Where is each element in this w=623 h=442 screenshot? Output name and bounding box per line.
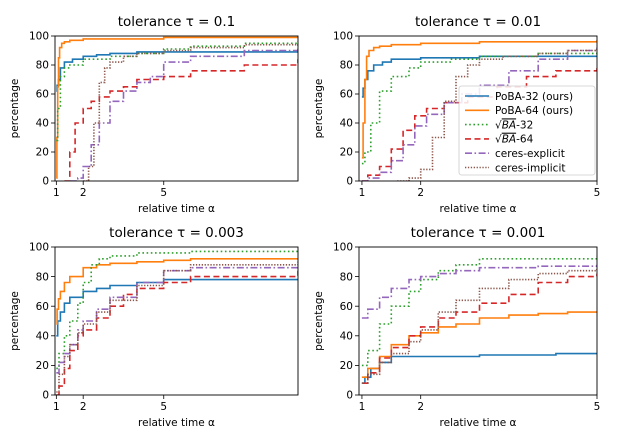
series-line-poba-32 <box>361 352 597 384</box>
series-line-sqrtba-64 <box>64 59 298 181</box>
y-tick-label: 100 <box>333 242 353 254</box>
x-axis-label: relative time α <box>440 417 517 429</box>
x-tick-label: 2 <box>80 401 87 413</box>
series-line-sqrtba-64 <box>56 270 298 395</box>
series-group <box>56 36 298 181</box>
series-line-sqrtba-32 <box>361 50 597 165</box>
series-line-poba-32 <box>56 278 298 337</box>
sqrt-symbol: √ <box>495 134 502 146</box>
plot-frame <box>358 35 598 182</box>
y-tick-label: 40 <box>36 331 49 343</box>
series-line-poba-64 <box>361 311 597 378</box>
y-tick-label: 100 <box>29 31 49 43</box>
x-tick-label: 1 <box>53 401 60 413</box>
chart-title: tolerance τ = 0.01 <box>415 14 541 30</box>
legend-label-ceres-explicit: ceres-explicit <box>495 148 565 160</box>
x-tick-label: 2 <box>417 187 424 199</box>
y-tick-label: 40 <box>340 118 353 130</box>
y-axis-label: percentage <box>313 79 325 139</box>
chart-title: tolerance τ = 0.001 <box>411 225 546 241</box>
series-line-sqrtba-64 <box>361 67 597 181</box>
x-tick-label: 1 <box>359 401 366 413</box>
y-tick-label: 40 <box>340 331 353 343</box>
panel-tolerance-0.1: 0 20 40 60 80 100 1 2 5 tolerance τ = 0.1 relative… <box>9 14 299 215</box>
panel-tolerance-0.003: 0 20 40 60 80 100 1 2 5 tolerance τ = 0.003 relati… <box>9 225 299 429</box>
series-line-sqrtba-32 <box>56 41 298 142</box>
x-tick-label: 2 <box>80 187 87 199</box>
legend-label-poba-64: PoBA-64 (ours) <box>495 105 573 117</box>
sqrt-radicand: BA <box>502 134 516 146</box>
series-line-ceres-implicit <box>83 41 298 181</box>
y-tick-label: 20 <box>36 147 49 159</box>
x-axis-label: relative time α <box>138 203 215 215</box>
y-tick-label: 80 <box>340 60 353 72</box>
series-group <box>361 40 597 181</box>
y-tick-label: 80 <box>36 271 49 283</box>
y-tick-label: 0 <box>346 390 353 402</box>
y-tick-label: 80 <box>36 60 49 72</box>
series-line-poba-64 <box>361 40 597 159</box>
x-tick-label: 5 <box>594 401 601 413</box>
legend-label-poba-32: PoBA-32 (ours) <box>495 91 573 103</box>
y-tick-label: 0 <box>42 176 49 188</box>
chart-title: tolerance τ = 0.003 <box>109 225 244 241</box>
y-tick-label: 60 <box>340 89 353 101</box>
y-axis-label: percentage <box>313 291 325 351</box>
legend-suffix: -32 <box>516 119 533 131</box>
legend-label-sqrtba-64: √BA-64 <box>495 134 534 146</box>
y-axis-label: percentage <box>9 79 21 139</box>
y-tick-label: 20 <box>340 360 353 372</box>
y-tick-label: 80 <box>340 271 353 283</box>
x-tick-label: 5 <box>160 187 167 199</box>
x-tick-label: 5 <box>594 187 601 199</box>
series-line-poba-64 <box>56 258 298 325</box>
plot-frame <box>54 35 299 182</box>
series-line-ceres-explicit <box>56 264 298 374</box>
series-group <box>361 255 597 384</box>
x-tick-label: 1 <box>53 187 60 199</box>
y-axis-label: percentage <box>9 291 21 351</box>
series-line-ceres-explicit <box>361 47 597 181</box>
y-tick-label: 100 <box>29 242 49 254</box>
y-tick-label: 60 <box>36 89 49 101</box>
y-tick-label: 0 <box>346 176 353 188</box>
y-tick-label: 40 <box>36 118 49 130</box>
series-line-ceres-explicit <box>361 264 597 319</box>
x-tick-label: 2 <box>417 401 424 413</box>
legend-suffix: -64 <box>516 134 533 146</box>
series-line-poba-32 <box>56 51 298 92</box>
panel-tolerance-0.001: 0 20 40 60 80 100 1 2 5 tolerance τ = 0.001 relati… <box>313 225 600 429</box>
sqrt-symbol: √ <box>495 119 502 131</box>
series-line-ceres-implicit <box>56 261 298 393</box>
y-tick-label: 20 <box>340 147 353 159</box>
y-tick-label: 20 <box>36 360 49 372</box>
legend-label-ceres-implicit: ceres-implicit <box>495 162 566 174</box>
y-tick-label: 100 <box>333 31 353 43</box>
series-line-poba-64 <box>56 36 298 179</box>
x-tick-label: 1 <box>359 187 366 199</box>
chart-title: tolerance τ = 0.1 <box>118 14 236 30</box>
y-tick-label: 0 <box>42 390 49 402</box>
sqrt-radicand: BA <box>502 119 516 131</box>
series-line-ceres-explicit <box>69 43 298 181</box>
series-line-sqrtba-32 <box>361 255 597 367</box>
y-tick-label: 60 <box>340 301 353 313</box>
plot-frame <box>54 246 299 396</box>
series-line-sqrtba-32 <box>56 250 298 370</box>
legend: PoBA-32 (ours)PoBA-64 (ours)√BA-32√BA-64… <box>458 85 596 176</box>
plot-frame <box>358 246 598 396</box>
x-axis-label: relative time α <box>138 417 215 429</box>
panel-tolerance-0.01: 0 20 40 60 80 100 1 2 5 tolerance τ = 0.01 relativ… <box>313 14 600 215</box>
series-line-ceres-implicit <box>361 267 597 384</box>
x-tick-label: 5 <box>160 401 167 413</box>
x-axis-label: relative time α <box>440 203 517 215</box>
legend-box <box>458 85 596 176</box>
legend-label-sqrtba-32: √BA-32 <box>495 119 533 131</box>
series-line-sqrtba-64 <box>361 273 597 384</box>
series-group <box>56 250 298 395</box>
series-line-ceres-implicit <box>397 49 597 181</box>
y-tick-label: 60 <box>36 301 49 313</box>
